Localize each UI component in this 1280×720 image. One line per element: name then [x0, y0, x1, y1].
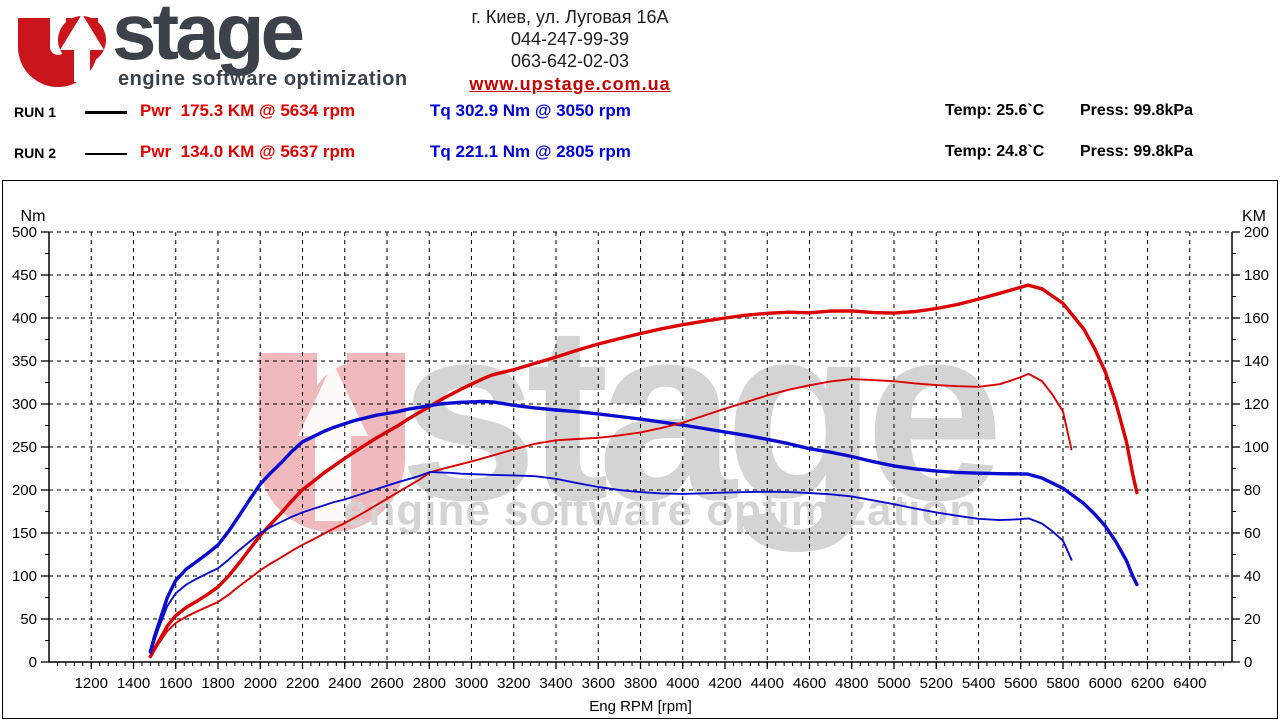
left-axis-tick-label: 50 — [20, 611, 37, 628]
contact-phone-1: 044-247-99-39 — [510, 29, 630, 49]
watermark-stage-text: stage — [399, 273, 996, 552]
run-2-torque-curve — [149, 470, 1073, 655]
run-2-power-curve — [149, 372, 1073, 659]
x-axis-tick-label: 3600 — [582, 675, 615, 692]
run-2-pressure-reading: Press: 99.8kPa — [1080, 143, 1193, 160]
x-axis-tick-label: 1400 — [117, 675, 150, 692]
left-axis-tick-label: 200 — [12, 482, 37, 499]
run-2-power-reading: Pwr 134.0 KM @ 5637 rpm — [140, 142, 356, 161]
x-axis-tick-label: 3400 — [539, 675, 572, 692]
x-axis-tick-label: 5000 — [877, 675, 910, 692]
x-axis-tick-label: 4400 — [751, 675, 784, 692]
x-axis-tick-label: 2800 — [413, 675, 446, 692]
right-axis-tick-label: 200 — [1244, 224, 1269, 241]
right-axis-tick-label: 160 — [1244, 310, 1269, 327]
run-1-marker-line — [85, 111, 127, 114]
left-axis-tick-label: 150 — [12, 525, 37, 542]
x-axis-tick-label: 2400 — [328, 675, 361, 692]
left-axis-tick-label: 0 — [29, 654, 37, 671]
run-2-marker-line — [85, 153, 127, 155]
right-axis-tick-label: 120 — [1244, 396, 1269, 413]
x-axis-tick-label: 2200 — [286, 675, 319, 692]
left-axis-tick-label: 500 — [12, 224, 37, 241]
run-2-label: RUN 2 — [14, 145, 57, 161]
contact-block: г. Киев, ул. Луговая 16А 044-247-99-39 0… — [420, 6, 720, 95]
x-axis-tick-label: 2600 — [370, 675, 403, 692]
run-2-torque-reading: Tq 221.1 Nm @ 2805 rpm — [430, 142, 631, 161]
left-axis-tick-label: 450 — [12, 267, 37, 284]
x-axis-tick-label: 6000 — [1089, 675, 1122, 692]
right-axis-tick-label: 60 — [1244, 525, 1261, 542]
x-axis-tick-label: 4200 — [708, 675, 741, 692]
x-axis-tick-label: 3800 — [624, 675, 657, 692]
logo-stage-text: stage — [112, 0, 305, 76]
x-axis-tick-label: 1200 — [75, 675, 108, 692]
run-1-label: RUN 1 — [14, 104, 57, 120]
run-2-temp-reading: Temp: 24.8`C — [945, 143, 1045, 160]
x-axis-tick-label: 5600 — [1004, 675, 1037, 692]
x-axis-tick-label: 4000 — [666, 675, 699, 692]
x-axis-tick-label: 5200 — [920, 675, 953, 692]
contact-address: г. Киев, ул. Луговая 16А — [471, 7, 669, 27]
x-axis-tick-label: 5400 — [962, 675, 995, 692]
x-axis-title: Eng RPM [rpm] — [589, 698, 692, 715]
left-axis-tick-label: 250 — [12, 439, 37, 456]
right-axis-tick-label: 20 — [1244, 611, 1261, 628]
run-1-torque-reading: Tq 302.9 Nm @ 3050 rpm — [430, 101, 631, 120]
up-arrow-logo-icon — [17, 14, 106, 87]
gridlines — [49, 231, 1232, 662]
x-axis-tick-label: 6400 — [1173, 675, 1206, 692]
run-1-pressure-reading: Press: 99.8kPa — [1080, 102, 1193, 119]
x-axis-tick-label: 3200 — [497, 675, 530, 692]
right-axis-tick-label: 100 — [1244, 439, 1269, 456]
right-axis-tick-label: 80 — [1244, 482, 1261, 499]
run-1-torque-curve — [148, 399, 1139, 654]
x-axis-tick-label: 4600 — [793, 675, 826, 692]
x-axis-tick-label: 2000 — [244, 675, 277, 692]
logo-tagline: engine software optimization — [118, 68, 408, 90]
x-axis-tick-label: 3000 — [455, 675, 488, 692]
run-1-power-reading: Pwr 175.3 KM @ 5634 rpm — [140, 101, 356, 120]
left-axis-tick-label: 300 — [12, 396, 37, 413]
website-link[interactable]: www.upstage.com.ua — [469, 74, 671, 94]
left-axis-tick-label: 350 — [12, 353, 37, 370]
contact-phone-2: 063-642-02-03 — [510, 51, 630, 71]
run-1-temp-reading: Temp: 25.6`C — [945, 102, 1045, 119]
right-axis-tick-label: 180 — [1244, 267, 1269, 284]
right-axis-tick-label: 140 — [1244, 353, 1269, 370]
company-logo: stage engine software optimization — [8, 0, 418, 94]
left-axis-unit-label: Nm — [21, 208, 46, 225]
run-1-row: RUN 1 Pwr 175.3 KM @ 5634 rpm Tq 302.9 N… — [0, 101, 1280, 125]
run-2-row: RUN 2 Pwr 134.0 KM @ 5637 rpm Tq 221.1 N… — [0, 142, 1280, 166]
x-axis-tick-label: 4800 — [835, 675, 868, 692]
x-axis-tick-label: 1600 — [159, 675, 192, 692]
chart-frame: stage engine software optimization 0 50 100 1… — [2, 180, 1278, 719]
x-axis-tick-label: 5800 — [1046, 675, 1079, 692]
right-axis-tick-label: 0 — [1244, 654, 1252, 671]
right-axis-unit-label: KM — [1242, 208, 1266, 225]
left-axis-tick-label: 100 — [12, 568, 37, 585]
x-axis-tick-label: 6200 — [1131, 675, 1164, 692]
left-axis-tick-label: 400 — [12, 310, 37, 327]
x-axis-tick-label: 1800 — [201, 675, 234, 692]
run-1-power-curve — [148, 283, 1139, 659]
right-axis-tick-label: 40 — [1244, 568, 1261, 585]
